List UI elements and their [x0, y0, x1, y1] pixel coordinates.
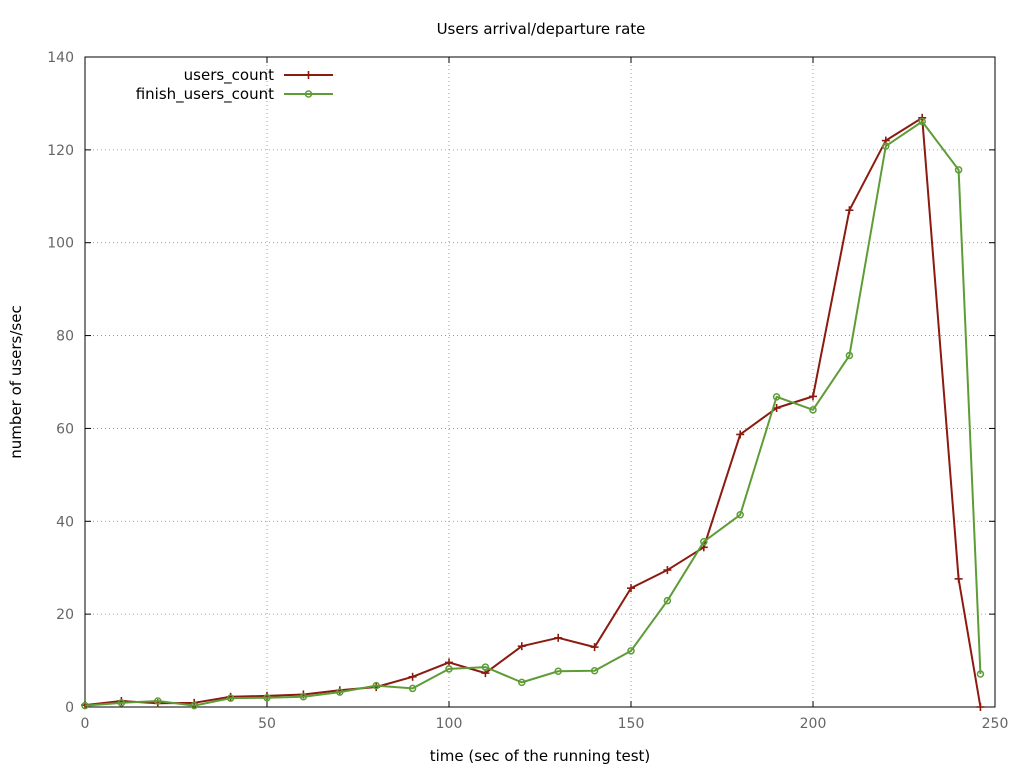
data-point — [81, 701, 89, 710]
data-point — [336, 688, 344, 696]
x-axis-title: time (sec of the running test) — [430, 747, 651, 765]
y-tick-label: 140 — [47, 50, 74, 66]
data-point — [190, 701, 198, 710]
data-point — [518, 678, 526, 687]
data-point — [517, 642, 526, 651]
data-point — [372, 681, 380, 690]
data-point — [263, 693, 271, 702]
series-line — [84, 116, 982, 708]
legend-marker — [304, 71, 313, 79]
data-point — [954, 166, 963, 174]
grid-lines — [85, 57, 995, 707]
y-tick-label: 120 — [47, 143, 74, 159]
y-tick-label: 40 — [56, 514, 74, 530]
data-point — [627, 647, 635, 655]
data-point — [117, 699, 126, 707]
data-point — [976, 670, 985, 678]
data-point — [408, 684, 417, 693]
data-point — [845, 351, 854, 360]
data-point — [882, 142, 890, 150]
x-tick-label: 250 — [982, 716, 1009, 732]
data-point — [976, 703, 985, 711]
y-tick-label: 80 — [56, 329, 74, 345]
data-point — [445, 658, 453, 667]
legend-marker — [304, 90, 313, 98]
data-point — [226, 694, 235, 702]
y-tick-label: 20 — [56, 607, 74, 623]
x-tick-label: 50 — [258, 716, 276, 732]
data-point — [299, 693, 308, 701]
data-point — [154, 697, 162, 705]
legend-item: users_count — [184, 66, 333, 85]
data-point — [700, 537, 708, 546]
data-point — [408, 672, 417, 681]
data-point — [445, 665, 453, 673]
y-axis-title: number of users/sec — [7, 305, 25, 458]
data-point — [809, 392, 817, 401]
data-point — [736, 511, 744, 519]
axis-ticks: 0 50 100 150 200 250 0 20 40 60 80 100 120 140 — [47, 50, 1008, 732]
data-point — [736, 430, 745, 439]
y-tick-label: 0 — [65, 700, 74, 716]
data-point — [554, 633, 563, 642]
x-tick-label: 200 — [800, 716, 827, 732]
x-tick-label: 0 — [81, 716, 90, 732]
series-finish-users-count — [81, 117, 985, 710]
data-point — [663, 566, 672, 575]
legend-item: finish_users_count — [136, 85, 333, 104]
data-point — [809, 406, 817, 414]
y-tick-label: 100 — [47, 236, 74, 252]
data-point — [590, 643, 599, 652]
legend-label: users_count — [184, 66, 274, 85]
data-point — [663, 596, 672, 605]
series-users-count — [81, 113, 985, 711]
plot-frame — [84, 56, 996, 708]
x-tick-label: 150 — [618, 716, 645, 732]
data-point — [590, 667, 599, 675]
data-point — [772, 393, 781, 401]
data-point — [554, 667, 562, 675]
data-point — [845, 206, 854, 215]
y-tick-label: 60 — [56, 421, 74, 437]
data-point — [481, 663, 490, 671]
data-point — [954, 574, 963, 583]
data-point — [918, 117, 926, 126]
legend-label: finish_users_count — [136, 85, 274, 104]
series-line — [84, 120, 982, 707]
data-point — [627, 584, 635, 593]
x-tick-label: 100 — [436, 716, 463, 732]
chart-title: Users arrival/departure rate — [437, 20, 646, 38]
series-layer — [81, 113, 985, 711]
